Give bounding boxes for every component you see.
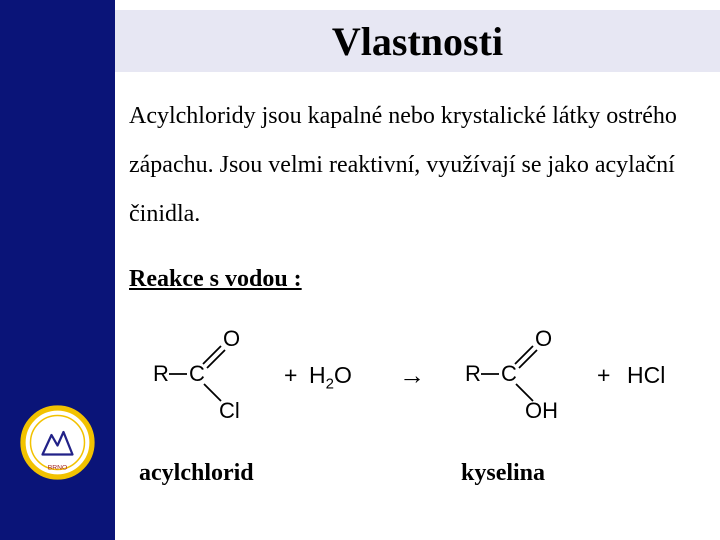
atom-c: C (501, 361, 517, 386)
atom-r: R (465, 361, 481, 386)
caption-acylchlorid: acylchlorid (139, 460, 254, 487)
atom-r: R (153, 361, 169, 386)
molecule-acylchloride: R C O Cl (147, 324, 242, 424)
hcl-formula: HCl (627, 362, 665, 389)
reaction-heading: Reakce s vodou : (129, 266, 302, 293)
school-logo: BRNO (20, 405, 95, 480)
molecule-acid: R C O OH (459, 324, 554, 424)
plus-sign: + (597, 362, 610, 389)
slide-content: Vlastnosti Acylchloridy jsou kapalné neb… (115, 0, 720, 540)
body-paragraph: Acylchloridy jsou kapalné nebo krystalic… (129, 92, 704, 240)
h2o-subscript: 2 (326, 376, 334, 393)
h2o-o: O (334, 362, 352, 388)
reaction-equation: R C O Cl + H2O → R C O (129, 324, 704, 434)
atom-o: O (223, 326, 240, 351)
atom-o: O (535, 326, 552, 351)
water-formula: H2O (309, 362, 352, 393)
reaction-arrow: → (399, 360, 425, 391)
atom-cl: Cl (219, 398, 240, 423)
sidebar: BRNO (0, 0, 115, 540)
svg-text:BRNO: BRNO (48, 465, 68, 472)
atom-c: C (189, 361, 205, 386)
plus-sign: + (284, 362, 297, 389)
title-band: Vlastnosti (115, 10, 720, 72)
atom-oh: OH (525, 398, 558, 423)
h2o-h: H (309, 362, 326, 388)
caption-kyselina: kyselina (461, 460, 545, 487)
page-title: Vlastnosti (332, 18, 503, 65)
